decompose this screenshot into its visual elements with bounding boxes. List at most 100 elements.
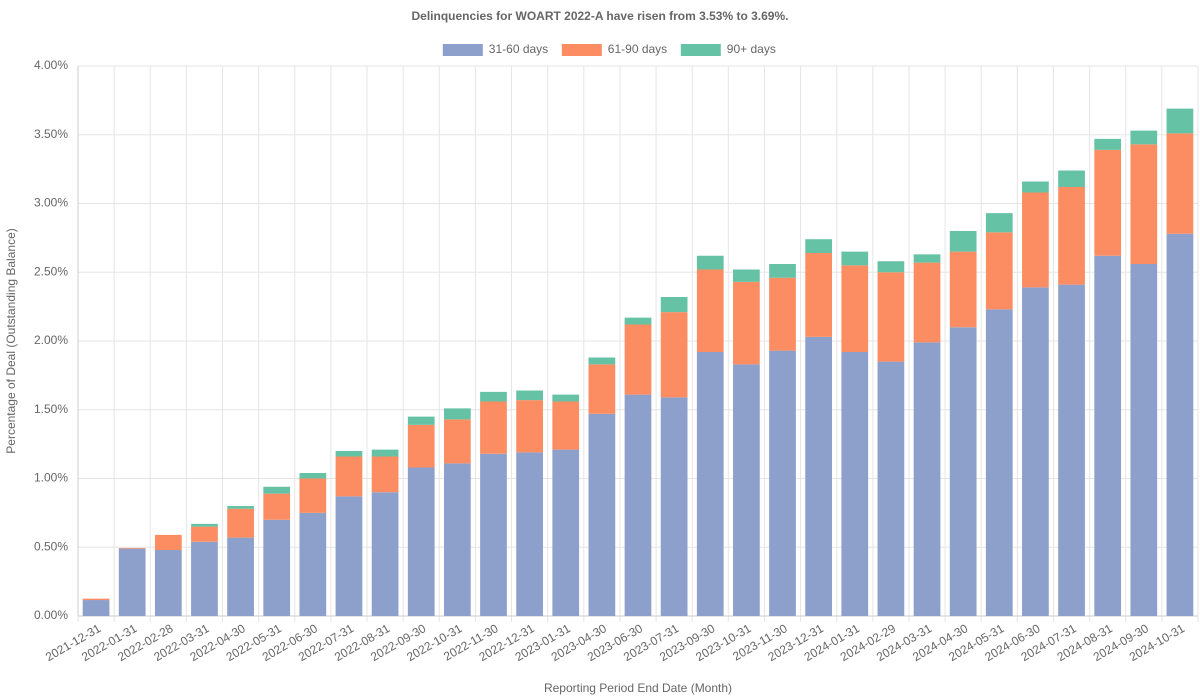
bar-segment — [733, 269, 760, 282]
bar-segment — [118, 547, 146, 549]
bar-segment — [516, 452, 543, 616]
y-tick-label: 0.00% — [34, 608, 68, 622]
bar-segment — [1058, 170, 1085, 187]
bar-segment — [480, 453, 507, 616]
bar-segment — [1022, 192, 1049, 288]
bar-segment — [769, 277, 796, 351]
bar-segment — [227, 537, 254, 616]
bar-segment — [696, 352, 724, 616]
legend-swatch — [442, 44, 483, 56]
bar-segment — [624, 394, 652, 616]
bar-segment — [1130, 264, 1158, 616]
bar-segment — [1094, 149, 1122, 256]
bar-segment — [227, 506, 254, 509]
bar-segment — [407, 416, 435, 425]
y-tick-label: 2.50% — [34, 264, 68, 278]
bar-segment — [443, 408, 471, 420]
bar-segment — [263, 493, 291, 520]
bar-segment — [299, 512, 327, 616]
bar-segment — [1166, 133, 1194, 234]
bar-segment — [299, 473, 327, 479]
bar-segment — [191, 526, 218, 542]
bar-segment — [660, 297, 688, 313]
legend-swatch — [680, 44, 721, 56]
bar-segment — [1058, 187, 1085, 285]
bar-segment — [191, 523, 218, 527]
bar-segment — [913, 254, 941, 263]
bar-segment — [877, 272, 905, 362]
bar-segment — [407, 467, 435, 616]
bar-segment — [660, 312, 688, 398]
bar-segment — [371, 456, 399, 493]
bar-segment — [624, 324, 652, 395]
bar-segment — [805, 239, 833, 253]
legend-label: 61-90 days — [608, 42, 667, 56]
bar-segment — [1058, 284, 1085, 616]
bar-segment — [877, 361, 905, 616]
x-axis-title: Reporting Period End Date (Month) — [544, 681, 732, 695]
bar-segment — [82, 600, 110, 616]
bar-segment — [805, 253, 833, 337]
bar-segment — [1094, 255, 1122, 616]
bar-segment — [299, 478, 327, 513]
bar-segment — [335, 451, 363, 457]
bar-segment — [1130, 130, 1158, 145]
bar-segment — [1022, 287, 1049, 616]
bar-segment — [1022, 181, 1049, 193]
y-tick-label: 3.00% — [34, 196, 68, 210]
bar-segment — [769, 264, 796, 278]
bar-segment — [805, 336, 833, 616]
bar-segment — [407, 424, 435, 468]
y-tick-label: 2.00% — [34, 333, 68, 347]
bar-segment — [588, 357, 616, 365]
bar-segment — [552, 401, 580, 450]
bar-segment — [335, 456, 363, 497]
bar-segment — [516, 400, 543, 453]
bar-segment — [696, 255, 724, 270]
bar-segment — [1094, 138, 1122, 150]
bar-segment — [985, 213, 1013, 233]
bar-segment — [335, 496, 363, 616]
y-tick-label: 0.50% — [34, 539, 68, 553]
bar-segment — [949, 231, 977, 252]
bar-segment — [480, 391, 507, 402]
bar-segment — [949, 251, 977, 328]
y-tick-label: 1.00% — [34, 471, 68, 485]
bar-segment — [624, 317, 652, 325]
bar-segment — [733, 281, 760, 365]
bar-segment — [263, 486, 291, 494]
chart-title: Delinquencies for WOART 2022-A have rise… — [411, 9, 788, 23]
y-tick-label: 4.00% — [34, 58, 68, 72]
bar-segment — [82, 598, 110, 601]
bar-segment — [1166, 108, 1194, 134]
bar-segment — [841, 265, 869, 352]
bar-segment — [1130, 144, 1158, 264]
bar-segment — [371, 492, 399, 616]
bar-segment — [841, 251, 869, 266]
bar-segment — [588, 413, 616, 616]
bar-segment — [733, 364, 760, 616]
bar-segment — [877, 261, 905, 273]
bar-segment — [443, 463, 471, 616]
bar-segment — [985, 309, 1013, 616]
bar-segment — [227, 508, 254, 538]
bar-segment — [769, 350, 796, 616]
bar-segment — [841, 352, 869, 616]
bar-segment — [154, 550, 182, 616]
legend-label: 31-60 days — [489, 42, 548, 56]
bar-segment — [552, 449, 580, 616]
bar-segment — [696, 269, 724, 352]
bar-segment — [949, 327, 977, 616]
bar-segment — [371, 449, 399, 457]
bar-segment — [913, 342, 941, 616]
legend-label: 90+ days — [727, 42, 776, 56]
bar-segment — [191, 541, 218, 616]
bar-segment — [154, 534, 182, 550]
y-tick-label: 1.50% — [34, 402, 68, 416]
bar-segment — [552, 394, 580, 402]
bar-segment — [118, 548, 146, 616]
bar-segment — [913, 262, 941, 343]
bar-segment — [516, 390, 543, 401]
bar-segment — [480, 401, 507, 454]
